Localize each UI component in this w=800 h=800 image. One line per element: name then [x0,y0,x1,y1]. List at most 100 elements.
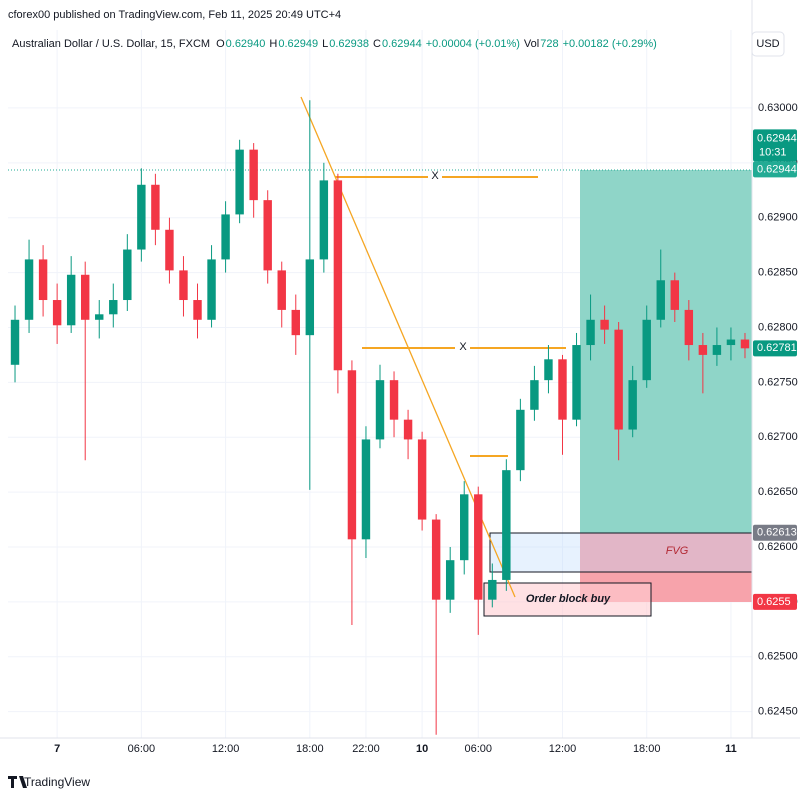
x-tick-label: 10 [416,743,428,755]
x-tick-label: 12:00 [549,743,577,755]
candle-body [361,439,371,540]
y-tick-label: 0.62750 [758,376,798,388]
candle-body [151,184,160,230]
x-tick-label: 11 [725,743,737,755]
candle-body [305,259,315,336]
candle-body [670,280,680,310]
grid [8,30,752,738]
legend-key: H [269,38,277,50]
x-tick-label: 7 [54,743,60,755]
candle-body [431,519,441,600]
legend-value: 728 [540,38,558,50]
candle-body [95,314,104,320]
brand: TradingView [24,775,90,789]
legend-key: O [216,38,225,50]
price-tag [753,340,797,357]
candle-body [109,300,118,315]
currency[interactable]: USD [756,38,779,50]
candle-body [123,249,132,301]
price-tag-label: 0.62781 [757,342,797,354]
price-tag-label: 0.62613 [757,527,797,539]
candle-body [488,579,497,600]
candle-body [628,380,637,430]
candle-body [684,309,694,346]
order-block-label: Order block buy [526,593,611,605]
candle-body [586,319,595,346]
y-tick-label: 0.62900 [758,212,798,224]
y-tick-label: 0.62600 [758,541,798,553]
candle-body [417,439,427,520]
level-marker: X [431,170,439,182]
candle-body [726,339,736,346]
candle-body [291,309,300,336]
fvg-label: FVG [666,545,689,557]
y-tick-label: 0.62500 [758,651,798,663]
candle-body [319,180,329,260]
candle-body [698,345,708,355]
y-tick-label: 0.63000 [758,102,798,114]
x-tick-label: 18:00 [633,743,661,755]
brand-logo [8,776,27,788]
price-tag [753,593,797,610]
symbol: Australian Dollar / U.S. Dollar, 15, FXC… [12,38,210,50]
legend-key: C [373,38,381,50]
candle-body [614,329,623,430]
candle-body [10,319,20,365]
candle-body [712,345,722,355]
level-marker: X [459,341,467,353]
candle-body [66,274,76,326]
candle-body [558,359,567,420]
candle-body [544,359,553,381]
candle-body [445,560,455,600]
legend-value: +0.00182 (+0.29%) [563,38,657,50]
header: cforex00 published on TradingView.com, F… [8,9,341,21]
candle-body [403,419,413,440]
candle-body [24,259,34,320]
candle-body [347,370,357,540]
legend-value: 0.62949 [278,38,318,50]
candle-body [375,380,385,440]
currency-button[interactable] [751,31,785,57]
y-tick-label: 0.62700 [758,431,798,443]
candle-body [460,494,469,561]
x-tick-label: 18:00 [296,743,324,755]
position-profit-zone [580,170,752,533]
x-tick-label: 06:00 [464,743,492,755]
candle-body [530,380,539,410]
candle-body [179,270,188,301]
y-tick-label: 0.62850 [758,266,798,278]
legend-key: Vol [524,38,539,50]
legend-value: +0.00004 (+0.01%) [426,38,520,50]
candle-body [656,280,665,320]
candle-body [516,409,525,471]
candle-body [137,184,146,250]
candle-body [221,214,230,260]
price-tag-label: 0.6255 [757,596,791,608]
candle-body [80,274,90,320]
last-price-label: 0.62944 [757,132,797,144]
candle-body [52,300,62,326]
x-tick-label: 06:00 [128,743,156,755]
candle-body [333,180,343,371]
candle-body [165,229,174,271]
y-tick-label: 0.62800 [758,321,798,333]
legend-key: L [322,38,328,50]
legend-value: 0.62940 [226,38,266,50]
y-tick-label: 0.62650 [758,486,798,498]
y-tick-label: 0.62450 [758,706,798,718]
price-tag [753,161,797,178]
last-price-tag [753,129,797,162]
drawings: X X FVG Order block buy [8,96,753,617]
candle-body [572,345,581,420]
x-tick-label: 22:00 [352,743,380,755]
candle-body [249,149,258,201]
price-tag-label: 0.62944 [757,163,797,175]
candle-body [389,380,399,420]
candle-body [235,149,244,215]
x-tick-label: 12:00 [212,743,240,755]
candle-body [277,270,286,310]
candle-body [600,319,609,330]
legend-value: 0.62944 [382,38,422,50]
legend-value: 0.62938 [329,38,369,50]
